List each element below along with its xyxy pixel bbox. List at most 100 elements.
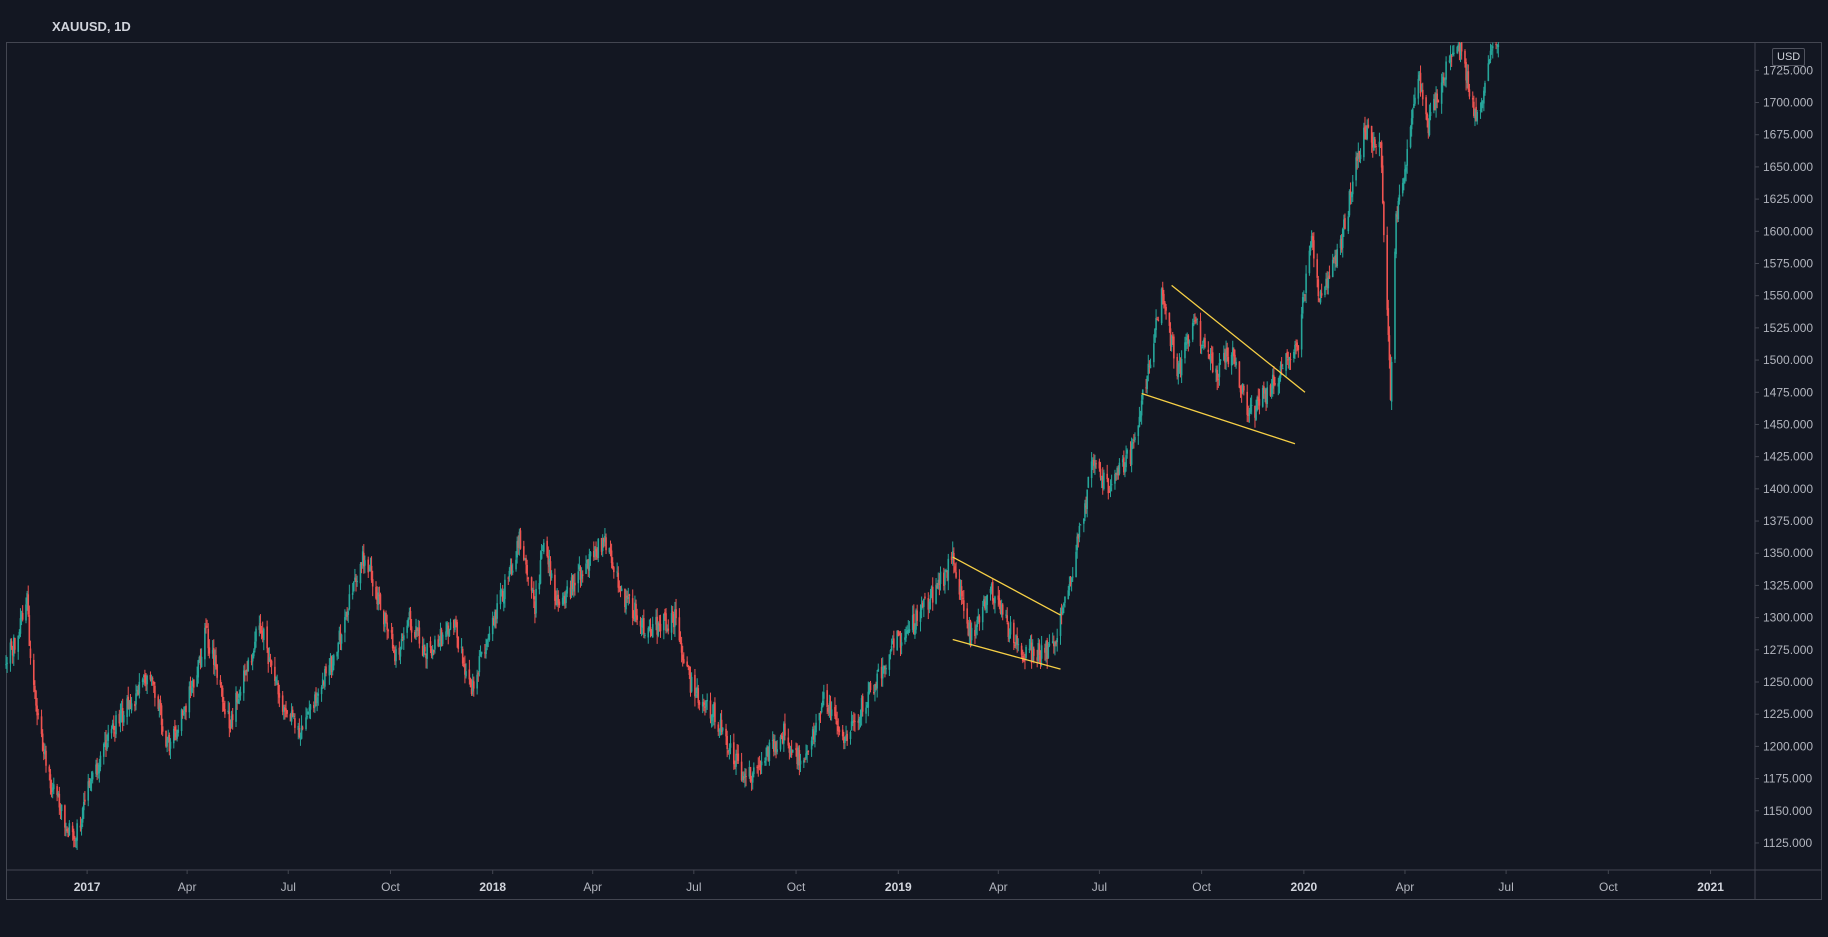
candle-body [818,713,821,721]
candle [1239,385,1242,398]
candle [758,755,761,771]
candle [1125,445,1127,472]
candle-body [1445,61,1447,80]
candle [501,584,504,602]
candle [493,615,495,626]
candle-body [120,709,123,714]
chart-frame[interactable] [6,42,1822,900]
candle-body [717,724,720,732]
candle [1053,635,1055,654]
candle-body [985,602,987,610]
candle [1365,125,1367,140]
candle [158,699,161,718]
candle [1370,125,1373,153]
candle [305,707,307,731]
candle-body [378,594,381,597]
candle-body [281,695,284,712]
candle-body [1060,612,1063,615]
candle [1328,265,1331,279]
candle-body [766,746,768,756]
candle [1005,609,1007,619]
candle-body [261,630,264,638]
candle-body [1490,49,1493,51]
candle [488,626,491,642]
candle-body [1036,657,1038,661]
candle-body [900,642,903,646]
candle-body [144,674,146,683]
candle [1147,354,1150,382]
candle [636,608,638,625]
candle-body [1137,425,1140,437]
candle-body [386,622,388,630]
candle [946,570,948,582]
candle-body [905,632,907,639]
candle-body [815,722,817,733]
candle-body [136,689,138,692]
candle-body [501,590,504,602]
candle [1287,351,1290,369]
candle [524,557,526,561]
candle-body [1168,312,1171,326]
candle-body [1045,641,1047,653]
candle-body [227,710,230,713]
candle [224,700,226,718]
candle-body [169,741,172,749]
candle [990,582,993,595]
candle-body [491,617,494,635]
candle-body [585,563,587,574]
candle [829,695,832,721]
candle [906,625,908,635]
candle-body [484,652,486,654]
candle [142,674,145,685]
y-tick-label: 1550.000 [1763,289,1813,303]
candle-body [1328,275,1331,279]
candle [338,626,341,645]
candle [1450,54,1453,67]
candle [1473,95,1475,118]
candle-body [1005,614,1007,616]
candle [1233,347,1235,365]
candle-body [1016,635,1018,645]
candle-body [579,567,582,580]
candle-body [1069,581,1072,585]
candle-body [1347,216,1350,232]
candle-body [1084,503,1086,518]
candle [1016,627,1018,653]
candle [394,646,396,666]
candle-body [1405,167,1407,172]
candle-body [141,679,144,683]
candle [523,540,525,562]
candle-body [1115,473,1117,475]
candle [706,693,708,710]
candle [423,638,425,658]
candle [543,539,545,555]
candle [690,672,693,693]
candle-body [1464,50,1466,64]
candle-body [200,656,203,668]
candle-body [480,651,483,655]
candle [1178,353,1181,374]
candle [251,652,254,671]
candle [1443,72,1445,86]
candle-body [1013,622,1015,644]
candle [197,659,200,684]
candle [994,595,996,614]
candle [604,528,606,547]
candle [325,663,327,677]
candle-body [1265,389,1267,404]
candle-body [834,707,836,717]
candle [775,740,777,759]
candle [989,586,992,601]
candle [242,665,245,701]
candle-body [20,614,23,619]
candle-body [611,562,614,569]
candle [98,758,101,783]
currency-badge[interactable]: USD [1772,48,1806,66]
candle-body [126,698,128,717]
candle-body [1086,489,1088,510]
candle-body [969,620,972,640]
candle [779,734,782,752]
candle [1227,347,1230,368]
symbol-title[interactable]: XAUUSD, 1D [52,19,131,34]
